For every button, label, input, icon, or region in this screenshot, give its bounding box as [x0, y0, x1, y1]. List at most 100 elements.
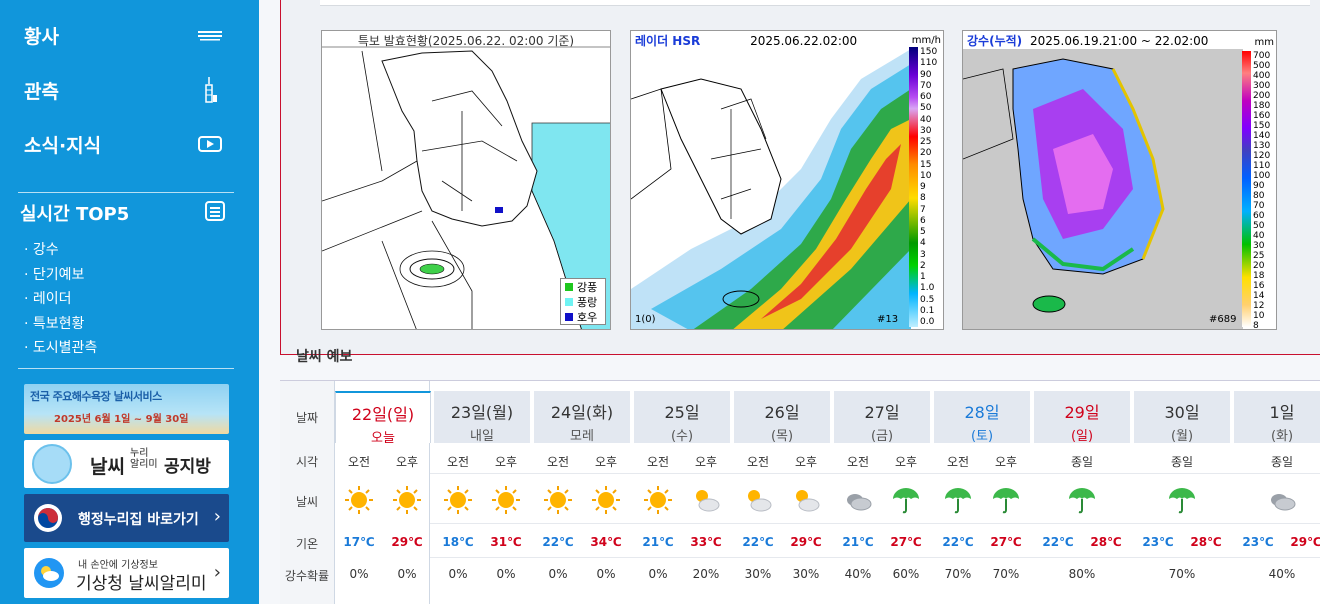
- beach-banner-dates: 2025년 6월 1일 ~ 9월 30일: [54, 414, 189, 425]
- forecast-day-column[interactable]: 25일 (수) 오전 0% 오후 20% 21℃ 33℃: [634, 381, 730, 604]
- notice-banner[interactable]: 날씨 누리 알리미 공지방: [24, 440, 229, 488]
- warning-map[interactable]: 특보 발효현황(2025.06.22. 02:00 기준) 강풍 풍랑 호우: [321, 30, 611, 330]
- scale-label: 140: [1253, 131, 1271, 141]
- day-header[interactable]: 26일 (목): [734, 391, 830, 444]
- sidebar-divider: [18, 368, 234, 369]
- forecast-day-column[interactable]: 27일 (금) 오전 40% 오후 60% 21℃ 27℃: [834, 381, 930, 604]
- temp-max: 29℃: [790, 535, 822, 549]
- rainfall-map[interactable]: 강수(누적) 2025.06.19.21:00 ~ 22.02:00 mm 70…: [962, 30, 1277, 330]
- list-icon[interactable]: [204, 200, 226, 226]
- row-divider: [334, 557, 1320, 558]
- day-header[interactable]: 1일 (화): [1234, 391, 1320, 444]
- precip-prob: 0%: [397, 567, 417, 581]
- forecast-day-column[interactable]: 22일(일) 오늘 오전 0% 오후 0% 17℃ 29℃: [334, 381, 431, 604]
- forecast-day-column[interactable]: 24일(화) 모레 오전 0% 오후 0% 22℃ 34℃: [534, 381, 630, 604]
- precip-prob: 30%: [792, 567, 820, 581]
- sidebar-divider: [18, 192, 234, 193]
- scale-label: 7: [920, 204, 926, 215]
- forecast-day-column[interactable]: 29일 (일) 종일 80% 22℃ 28℃: [1034, 381, 1130, 604]
- forecast-day-column[interactable]: 28일 (토) 오전 70% 오후 70% 22℃ 27℃: [934, 381, 1030, 604]
- day-header[interactable]: 22일(일) 오늘: [335, 391, 431, 446]
- scale-label: 5: [920, 227, 926, 237]
- rainfall-map-image: [963, 49, 1243, 329]
- umbrella-icon: [1134, 485, 1230, 515]
- radar-unit: mm/h: [911, 35, 941, 46]
- temperature-range: 23℃ 28℃: [1134, 535, 1230, 549]
- scale-label: 60: [1253, 211, 1265, 221]
- sidebar-item-news[interactable]: 소식·지식: [24, 127, 224, 161]
- radar-map[interactable]: 레이더 HSR 2025.06.22.02:00 mm/h 150 110 90 70…: [630, 30, 944, 330]
- top5-item[interactable]: · 레이더: [24, 291, 72, 307]
- day-header[interactable]: 25일 (수): [634, 391, 730, 444]
- day-sub: 내일: [470, 429, 494, 444]
- row-label-temp: 기온: [295, 537, 319, 551]
- forecast-day-column[interactable]: 30일 (월) 종일 70% 23℃ 28℃: [1134, 381, 1230, 604]
- day-header[interactable]: 27일 (금): [834, 391, 930, 444]
- day-sub: (금): [870, 429, 894, 444]
- top5-item[interactable]: · 도시별관측: [24, 340, 98, 356]
- day-name: 30일: [1164, 403, 1200, 422]
- weather-alert-banner[interactable]: 내 손안에 기상정보 기상청 날씨알리미 ›: [24, 548, 229, 598]
- rainfall-scale-labels: 700 500 400 300 200 180 160 150 140 130 120 110 100 9…: [1253, 51, 1271, 330]
- forecast-day-column[interactable]: 26일 (목) 오전 30% 오후 30% 22℃ 29℃: [734, 381, 830, 604]
- precip-prob: 0%: [596, 567, 616, 581]
- scale-label: 180: [1253, 101, 1271, 111]
- day-header[interactable]: 30일 (월): [1134, 391, 1230, 444]
- scale-label: 0.5: [920, 294, 935, 305]
- radar-stamp-left: 1(0): [635, 314, 656, 325]
- day-header[interactable]: 28일 (토): [934, 391, 1030, 444]
- sidebar-item-dust[interactable]: 황사: [24, 18, 224, 52]
- scale-label: 9: [920, 182, 926, 192]
- temperature-range: 21℃ 27℃: [834, 535, 930, 549]
- day-header[interactable]: 23일(월) 내일: [434, 391, 530, 444]
- rainfall-title-time: 2025.06.19.21:00 ~ 22.02:00: [1029, 34, 1209, 48]
- allday-label: 종일: [1070, 455, 1094, 469]
- temp-max: 31℃: [490, 535, 522, 549]
- gov-link-banner[interactable]: 행정누리집 바로가기 ›: [24, 494, 229, 542]
- scale-label: 30: [1253, 241, 1265, 251]
- sun-icon: [434, 485, 482, 515]
- sidebar-item-label: 관측: [24, 80, 59, 103]
- temp-max: 27℃: [890, 535, 922, 549]
- notice-main: 공지방: [164, 457, 211, 477]
- temp-min: 23℃: [1242, 535, 1274, 549]
- scale-label: 2: [920, 260, 926, 271]
- radar-map-image: [631, 49, 911, 329]
- sun-icon: [534, 485, 582, 515]
- scale-label: 3: [920, 249, 926, 260]
- sidebar-item-observation[interactable]: 관측: [24, 73, 224, 107]
- beach-banner[interactable]: 전국 주요해수욕장 날씨서비스 2025년 6월 1일 ~ 9월 30일: [24, 384, 229, 434]
- day-sub: (월): [1170, 429, 1194, 444]
- radar-map-title: 레이더 HSR 2025.06.22.02:00: [635, 32, 943, 49]
- top5-item[interactable]: · 단기예보: [24, 266, 85, 283]
- dust-icon: [196, 24, 224, 46]
- umbrella-icon: [882, 485, 930, 515]
- top5-item[interactable]: · 특보현황: [24, 315, 85, 332]
- am-label: 오전: [746, 455, 770, 469]
- weather-alert-icon: [34, 558, 64, 588]
- temp-max: 29℃: [1290, 535, 1320, 549]
- day-sub: (수): [670, 429, 694, 444]
- scale-label: 8: [1253, 321, 1259, 330]
- temp-max: 34℃: [590, 535, 622, 549]
- sidebar-item-label: 황사: [24, 25, 59, 48]
- temperature-range: 22℃ 28℃: [1034, 535, 1130, 549]
- forecast-day-column[interactable]: 1일 (화) 종일 40% 23℃ 29℃: [1234, 381, 1320, 604]
- umbrella-icon: [982, 485, 1030, 515]
- temp-max: 27℃: [990, 535, 1022, 549]
- precip-prob: 70%: [1168, 567, 1196, 581]
- scale-label: 20: [1253, 261, 1265, 271]
- pm-label: 오후: [594, 455, 618, 469]
- temperature-range: 18℃ 31℃: [434, 535, 530, 549]
- forecast-day-column[interactable]: 23일(월) 내일 오전 0% 오후 0% 18℃ 31℃: [434, 381, 530, 604]
- precip-prob: 30%: [744, 567, 772, 581]
- day-name: 26일: [764, 403, 800, 422]
- scale-label: 90: [920, 69, 932, 80]
- day-header[interactable]: 29일 (일): [1034, 391, 1130, 444]
- top5-item[interactable]: · 강수: [24, 242, 59, 258]
- allday-label: 종일: [1270, 455, 1294, 469]
- am-label: 오전: [446, 455, 470, 469]
- temp-min: 23℃: [1142, 535, 1174, 549]
- day-header[interactable]: 24일(화) 모레: [534, 391, 630, 444]
